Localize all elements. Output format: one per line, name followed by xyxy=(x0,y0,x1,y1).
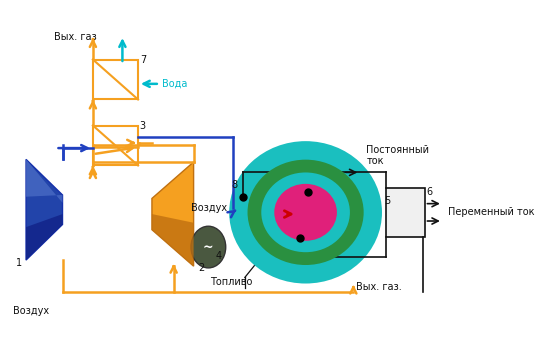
Polygon shape xyxy=(26,214,63,260)
Bar xyxy=(93,60,138,99)
Ellipse shape xyxy=(229,141,382,284)
Polygon shape xyxy=(152,214,194,266)
Ellipse shape xyxy=(191,226,226,268)
Text: 5: 5 xyxy=(384,196,390,206)
Text: 8: 8 xyxy=(231,180,237,190)
Ellipse shape xyxy=(248,160,364,265)
Text: 6: 6 xyxy=(426,187,432,197)
Text: 3: 3 xyxy=(140,121,146,131)
Ellipse shape xyxy=(274,184,337,241)
Text: ~: ~ xyxy=(203,240,213,253)
Text: Топливо: Топливо xyxy=(210,278,252,287)
Polygon shape xyxy=(152,162,194,266)
Text: 2: 2 xyxy=(198,263,204,273)
Text: Переменный ток: Переменный ток xyxy=(448,207,534,217)
Text: Вых. газ.: Вых. газ. xyxy=(356,282,402,292)
Text: Вода: Вода xyxy=(162,79,188,89)
Text: 7: 7 xyxy=(140,55,146,65)
Text: 1: 1 xyxy=(16,258,22,268)
Text: Воздух: Воздух xyxy=(192,203,227,213)
Text: Воздух: Воздух xyxy=(13,306,49,316)
Text: Постоянный
ток: Постоянный ток xyxy=(366,145,430,166)
Polygon shape xyxy=(26,159,63,260)
Polygon shape xyxy=(26,159,63,203)
Text: Вых. газ: Вых. газ xyxy=(54,32,97,42)
Bar xyxy=(93,126,138,166)
Text: 9: 9 xyxy=(312,177,318,187)
Bar xyxy=(386,188,425,237)
Text: 4: 4 xyxy=(215,251,221,261)
Ellipse shape xyxy=(261,173,350,252)
Text: 10: 10 xyxy=(286,239,298,249)
